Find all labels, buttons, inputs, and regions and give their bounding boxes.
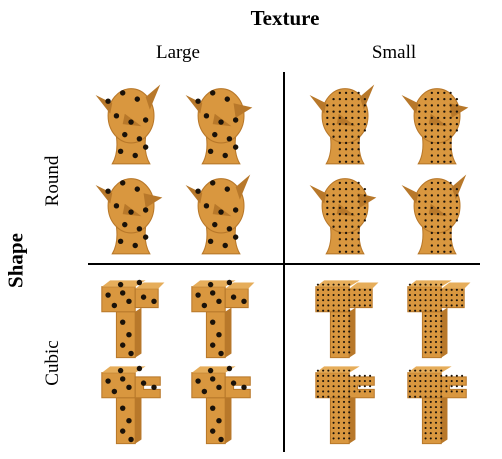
cubic-large-stimulus [182,270,258,366]
round-small-stimulus [306,162,382,258]
round-large-stimulus [182,162,258,258]
cubic-small-stimulus [306,356,382,452]
round-small-stimulus [398,162,474,258]
cubic-large-stimulus [182,356,258,452]
round-small-stimulus [306,72,382,168]
cubic-small-stimulus [306,270,382,366]
round-large-stimulus [92,72,168,168]
vertical-divider [283,72,285,452]
shape-title: Shape [4,231,29,291]
cubic-small-stimulus [398,356,474,452]
horizontal-divider [88,263,480,265]
texture-title: Texture [185,6,385,31]
column-header-small: Small [334,42,454,64]
round-large-stimulus [92,162,168,258]
round-small-stimulus [398,72,474,168]
round-large-stimulus [182,72,258,168]
column-header-large: Large [118,42,238,64]
cubic-large-stimulus [92,270,168,366]
cubic-large-stimulus [92,356,168,452]
row-header-cubic: Cubic [42,318,64,408]
cubic-small-stimulus [398,270,474,366]
row-header-round: Round [42,136,64,226]
